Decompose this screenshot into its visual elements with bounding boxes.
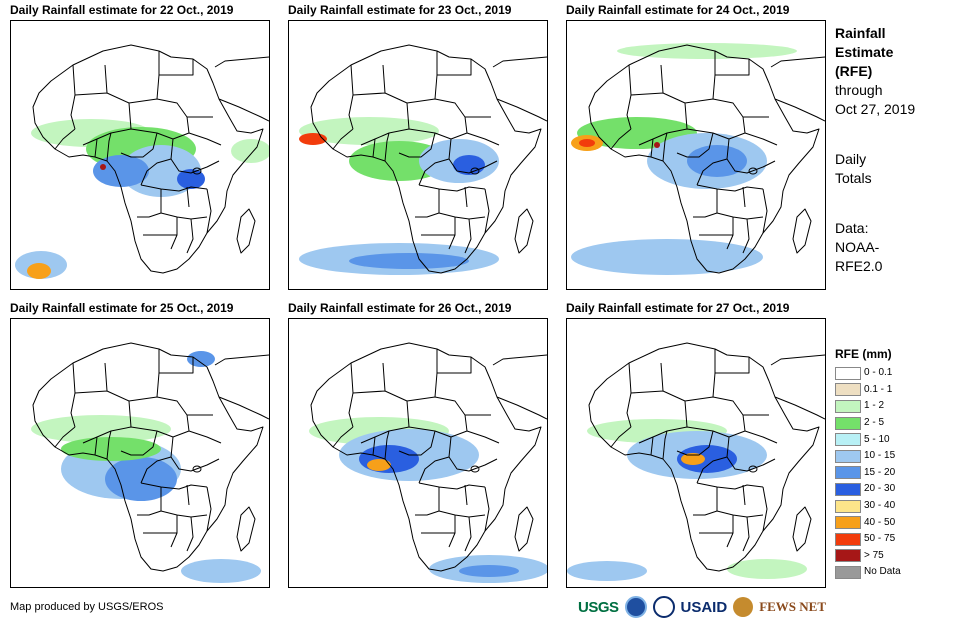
title-line: Rainfall: [835, 25, 886, 41]
panel-title: Daily Rainfall estimate for 27 Oct., 201…: [566, 301, 790, 315]
totals-line: Totals: [835, 170, 872, 186]
legend-label: 1 - 2: [864, 400, 885, 412]
map-panel-26-oct: Daily Rainfall estimate for 26 Oct., 201…: [288, 300, 548, 590]
data-source: RFE2.0: [835, 258, 883, 274]
legend-item: 1 - 2: [835, 398, 960, 415]
legend-item: 0.1 - 1: [835, 382, 960, 399]
legend-label: 0.1 - 1: [864, 383, 893, 395]
legend-item: 5 - 10: [835, 431, 960, 448]
legend-item: > 75: [835, 548, 960, 565]
map-description: Rainfall Estimate (RFE) through Oct 27, …: [835, 24, 960, 276]
legend-label: 20 - 30: [864, 483, 896, 495]
legend-label: 30 - 40: [864, 500, 896, 512]
panel-title: Daily Rainfall estimate for 22 Oct., 201…: [10, 3, 234, 17]
panel-title: Daily Rainfall estimate for 23 Oct., 201…: [288, 3, 512, 17]
through-line: through: [835, 82, 883, 98]
rainfall-map: [288, 20, 548, 290]
panel-title: Daily Rainfall estimate for 24 Oct., 201…: [566, 3, 790, 17]
legend-item: No Data: [835, 564, 960, 581]
logo-bar: USGS USAID FEWS NET: [578, 594, 826, 620]
legend-item: 50 - 75: [835, 531, 960, 548]
credit: Map produced by USGS/EROS: [10, 601, 164, 613]
map-panel-24-oct: Daily Rainfall estimate for 24 Oct., 201…: [566, 2, 826, 292]
legend-swatch: [835, 516, 861, 530]
legend-swatch: [835, 449, 861, 463]
usaid-seal-icon: [652, 596, 675, 618]
legend-label: 15 - 20: [864, 466, 896, 478]
usgs-logo: USGS: [578, 598, 619, 616]
legend-label: > 75: [864, 549, 884, 561]
fews-seal-icon: [733, 597, 754, 617]
legend-label: 50 - 75: [864, 533, 896, 545]
legend-item: 20 - 30: [835, 481, 960, 498]
legend-swatch: [835, 433, 861, 447]
legend-label: 0 - 0.1: [864, 367, 893, 379]
legend-label: 40 - 50: [864, 516, 896, 528]
legend-swatch: [835, 482, 861, 496]
legend-item: 15 - 20: [835, 465, 960, 482]
legend-swatch: [835, 466, 861, 480]
rainfall-map: [10, 318, 270, 588]
legend-label: 2 - 5: [864, 417, 885, 429]
legend-label: 5 - 10: [864, 433, 890, 445]
legend-item: 0 - 0.1: [835, 365, 960, 382]
legend-swatch: [835, 366, 861, 380]
legend-item: 30 - 40: [835, 498, 960, 515]
rainfall-map: [288, 318, 548, 588]
rainfall-map: [10, 20, 270, 290]
legend-swatch: [835, 549, 861, 563]
map-panel-27-oct: Daily Rainfall estimate for 27 Oct., 201…: [566, 300, 826, 590]
map-panel-25-oct: Daily Rainfall estimate for 25 Oct., 201…: [10, 300, 270, 590]
through-date: Oct 27, 2019: [835, 101, 916, 117]
legend-swatch: [835, 565, 861, 579]
rainfall-map: [566, 20, 826, 290]
panel-title: Daily Rainfall estimate for 26 Oct., 201…: [288, 301, 512, 315]
title-line: Estimate: [835, 44, 894, 60]
noaa-logo-icon: [624, 596, 647, 618]
rainfall-map: [566, 318, 826, 588]
legend-item: 40 - 50: [835, 514, 960, 531]
data-line: Data:: [835, 220, 869, 236]
legend-swatch: [835, 499, 861, 513]
legend-swatch: [835, 383, 861, 397]
legend-title: RFE (mm): [835, 347, 892, 361]
daily-line: Daily: [835, 151, 867, 167]
usaid-logo: USAID: [680, 598, 728, 616]
legend-swatch: [835, 399, 861, 413]
legend-swatch: [835, 532, 861, 546]
legend: RFE (mm) 0 - 0.1 0.1 - 1 1 - 2 2 - 5 5 - 10 1…: [835, 346, 960, 581]
panel-title: Daily Rainfall estimate for 25 Oct., 201…: [10, 301, 234, 315]
map-panel-23-oct: Daily Rainfall estimate for 23 Oct., 201…: [288, 2, 548, 292]
fews-net-logo: FEWS NET: [759, 599, 827, 614]
legend-item: 10 - 15: [835, 448, 960, 465]
legend-label: No Data: [864, 566, 901, 578]
data-source: NOAA-: [835, 239, 880, 255]
map-panel-22-oct: Daily Rainfall estimate for 22 Oct., 201…: [10, 2, 270, 292]
legend-item: 2 - 5: [835, 415, 960, 432]
title-line: (RFE): [835, 63, 873, 79]
legend-swatch: [835, 416, 861, 430]
legend-label: 10 - 15: [864, 450, 896, 462]
